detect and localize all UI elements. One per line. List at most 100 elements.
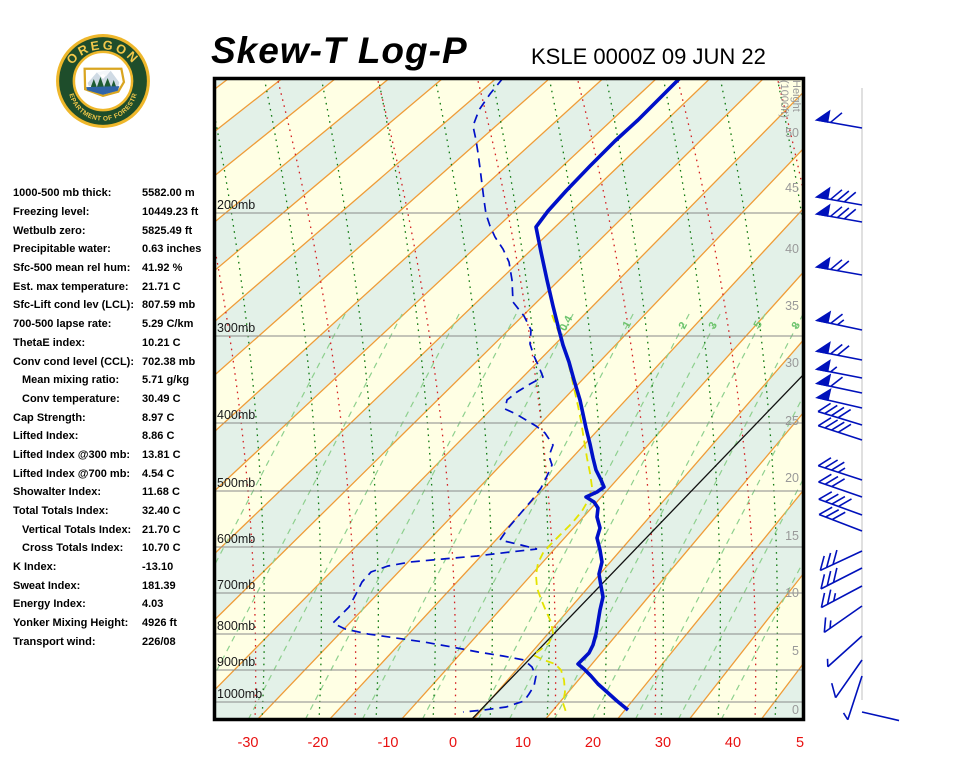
isotherm-band xyxy=(215,79,803,690)
isotherm-line xyxy=(832,77,960,721)
wind-barb xyxy=(830,659,863,699)
stat-value: 8.97 C xyxy=(142,411,175,424)
stat-value: 10.70 C xyxy=(142,542,181,555)
isotherm-line xyxy=(472,339,803,719)
stat-row: K Index: -13.10 xyxy=(13,558,211,577)
moist-adiabat-line xyxy=(776,79,803,193)
stat-label: Lifted Index: xyxy=(13,430,79,443)
stat-row: Sfc-Lift cond lev (LCL): 807.59 mb xyxy=(13,296,211,315)
height-axis-title-unit: (1000ft) xyxy=(778,80,790,118)
isotherm-line xyxy=(544,412,803,719)
moist-adiabat-line xyxy=(376,79,457,719)
isotherm-line xyxy=(215,79,604,432)
temp-axis-label: 10 xyxy=(515,735,531,751)
odf-logo: OREGON DEPARTMENT OF FORESTRY xyxy=(54,32,150,128)
isotherm-band xyxy=(0,77,124,721)
dry-adiabat-line xyxy=(150,77,207,721)
isotherm-band xyxy=(215,79,228,89)
stat-row: Sweat Index: 181.39 xyxy=(13,576,211,595)
isotherm-line xyxy=(688,573,803,719)
stat-row: Conv temperature: 30.49 C xyxy=(13,390,211,409)
stat-value: 4926 ft xyxy=(142,617,177,630)
stat-label: Cross Totals Index: xyxy=(22,542,124,555)
wind-barb xyxy=(814,373,863,394)
stat-value: 5.29 C/km xyxy=(142,318,194,331)
stat-label: Cap Strength: xyxy=(13,411,86,424)
pressure-label: 600mb xyxy=(217,532,255,546)
stat-row: Est. max temperature: 21.71 C xyxy=(13,277,211,296)
height-label: 25 xyxy=(785,414,799,428)
wind-barb xyxy=(861,711,900,722)
stat-value: 8.86 C xyxy=(142,430,175,443)
sounding-indices-panel: 1000-500 mb thick: 5582.00 m Freezing leve… xyxy=(13,184,211,651)
stat-row: Freezing level: 10449.23 ft xyxy=(13,203,211,222)
temp-axis-label: -10 xyxy=(378,735,399,751)
wind-barb xyxy=(815,388,863,409)
page-title: Skew-T Log-P xyxy=(211,30,468,71)
height-label: 10 xyxy=(785,586,799,600)
wind-barb xyxy=(817,417,863,441)
stat-value: 5.71 g/kg xyxy=(142,374,190,387)
pressure-label: 800mb xyxy=(217,619,255,633)
mixing-ratio-label: 5 xyxy=(752,319,765,330)
stat-row: Vertical Totals Index: 21.70 C xyxy=(13,520,211,539)
isotherm-line xyxy=(215,79,550,376)
stat-label: Conv cond level (CCL): xyxy=(13,355,135,368)
isotherm-line xyxy=(257,148,803,719)
moist-adiabat-line xyxy=(77,77,156,721)
wind-barb xyxy=(820,567,863,590)
stat-label: Lifted Index @700 mb: xyxy=(13,467,131,480)
stat-value: 0.63 inches xyxy=(142,243,202,256)
wind-barb xyxy=(814,341,863,361)
stat-value: 10449.23 ft xyxy=(142,206,199,219)
height-label: 40 xyxy=(785,242,799,256)
stat-value: 21.70 C xyxy=(142,523,181,536)
height-label: 5 xyxy=(792,644,799,658)
isotherm-line xyxy=(0,77,70,721)
wetbulb-trace xyxy=(531,314,593,713)
stat-row: Cross Totals Index: 10.70 C xyxy=(13,539,211,558)
wind-barbs xyxy=(814,109,900,722)
isotherm-line xyxy=(616,489,803,719)
stat-label: Transport wind: xyxy=(13,635,96,648)
stat-row: Mean mixing ratio: 5.71 g/kg xyxy=(13,371,211,390)
zero-isotherm-line xyxy=(471,374,803,719)
logo-state-emblem xyxy=(83,67,126,97)
wind-barb xyxy=(826,635,863,668)
pressure-label: 300mb xyxy=(217,321,255,335)
temp-axis-label: -30 xyxy=(238,735,259,751)
stat-row: 1000-500 mb thick: 5582.00 m xyxy=(13,184,211,203)
isotherm-line xyxy=(215,91,803,691)
isotherm-line xyxy=(215,79,657,492)
temp-axis: -30 -20 -10 0 10 20 30 40 5 xyxy=(238,735,805,751)
plot-border xyxy=(212,76,806,722)
stat-value: 4.03 xyxy=(142,598,164,611)
stat-label: Total Totals Index: xyxy=(13,505,109,518)
stat-label: Conv temperature: xyxy=(22,392,120,405)
pressure-label: 700mb xyxy=(217,578,255,592)
isotherm-line xyxy=(328,207,803,719)
stat-row: Lifted Index @700 mb: 4.54 C xyxy=(13,464,211,483)
stat-value: 226/08 xyxy=(142,635,176,648)
pressure-label: 500mb xyxy=(217,476,255,490)
stat-label: Sfc-Lift cond lev (LCL): xyxy=(13,299,134,312)
height-label: 45 xyxy=(785,181,799,195)
mixing-ratio-label: 3 xyxy=(707,320,720,331)
wind-barb xyxy=(818,506,863,532)
stat-row: Cap Strength: 8.97 C xyxy=(13,408,211,427)
height-label: 35 xyxy=(785,299,799,313)
moist-adiabat-line xyxy=(676,79,757,719)
height-label: 15 xyxy=(785,529,799,543)
wind-barb xyxy=(818,491,863,516)
height-label: 30 xyxy=(785,356,799,370)
moist-adiabat-line xyxy=(576,79,657,719)
stat-value: 13.81 C xyxy=(142,448,181,461)
isotherm-line xyxy=(215,79,443,272)
wind-barb xyxy=(820,585,863,609)
pressure-label: 900mb xyxy=(217,655,255,669)
isotherm-line xyxy=(215,79,229,90)
wind-barb xyxy=(814,256,863,276)
height-label: 0 xyxy=(792,703,799,717)
stat-label: Energy Index: xyxy=(13,598,86,611)
stat-label: K Index: xyxy=(13,561,57,574)
